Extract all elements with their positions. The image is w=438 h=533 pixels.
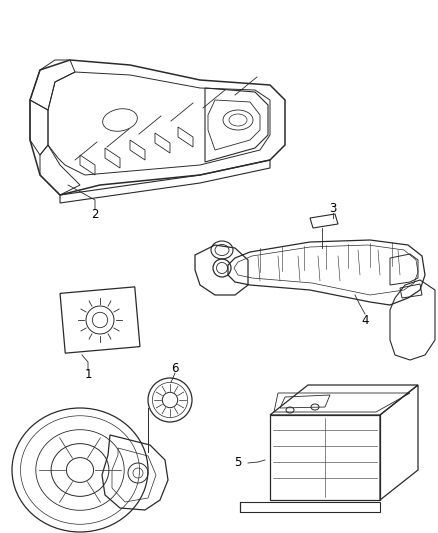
Text: 4: 4 bbox=[361, 313, 369, 327]
Text: 5: 5 bbox=[234, 456, 242, 470]
Text: 2: 2 bbox=[91, 208, 99, 222]
Text: 6: 6 bbox=[171, 361, 179, 375]
Text: 3: 3 bbox=[329, 201, 337, 214]
Text: 1: 1 bbox=[84, 368, 92, 382]
